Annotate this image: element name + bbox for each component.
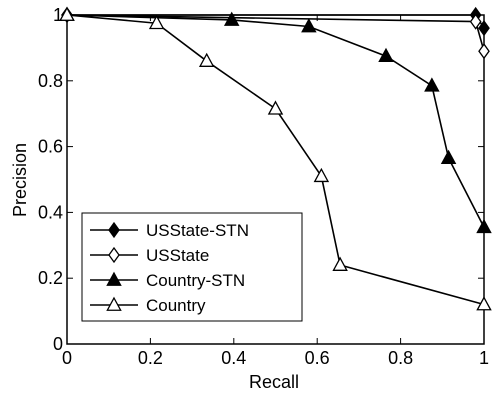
series-country: [59, 6, 492, 311]
legend-item-country: Country: [90, 296, 206, 315]
x-axis-label: Recall: [249, 372, 299, 392]
series-line-country-stn: [66, 14, 485, 228]
x-tick-label: 0: [62, 348, 72, 368]
data-point-country-stn: [424, 77, 440, 92]
data-point-country-stn: [440, 149, 457, 165]
legend-item-country-stn: Country-STN: [90, 271, 245, 290]
data-point-country-stn: [476, 218, 492, 234]
y-axis-label: Precision: [10, 143, 30, 217]
data-point-country: [332, 256, 348, 271]
y-tick-label: 0.4: [38, 202, 63, 222]
y-tick-label: 0.8: [38, 71, 63, 91]
legend-label: Country-STN: [146, 271, 245, 290]
y-tick-label: 0.2: [38, 268, 63, 288]
x-tick-label: 1: [479, 348, 489, 368]
legend-label: Country: [146, 296, 206, 315]
data-point-country-stn: [223, 11, 240, 26]
series-usstate-stn: [61, 6, 490, 37]
x-tick-label: 0.6: [305, 348, 330, 368]
data-point-usstate: [478, 43, 490, 60]
data-point-country-stn: [301, 18, 317, 33]
data-point-usstate-stn: [478, 20, 490, 37]
y-tick-label: 0: [53, 334, 63, 354]
x-tick-label: 0.4: [221, 348, 246, 368]
data-point-country: [59, 6, 75, 21]
legend-marker-usstate-stn: [108, 221, 120, 239]
y-tick-label: 0.6: [38, 137, 63, 157]
axis-ticks: 0 0.2 0.4 0.6 0.8 1 0 0.2 0.4 0.6 0.8 1: [38, 5, 489, 368]
x-tick-label: 0.2: [138, 348, 163, 368]
x-tick-label: 0.8: [388, 348, 413, 368]
data-point-country: [148, 14, 165, 30]
y-tick-label: 1: [53, 5, 63, 25]
data-point-country: [313, 167, 330, 183]
data-point-country: [198, 52, 215, 67]
series-layer: [59, 6, 492, 311]
legend-marker-country-stn: [106, 271, 122, 286]
legend-item-usstate: USState: [90, 246, 209, 265]
legend-item-usstate-stn: USState-STN: [90, 221, 249, 240]
legend-label: USState-STN: [146, 221, 249, 240]
data-point-country: [267, 100, 284, 115]
series-country-stn: [59, 6, 492, 234]
data-point-usstate: [469, 13, 482, 30]
data-point-country-stn: [378, 47, 394, 63]
data-point-country: [476, 296, 492, 311]
legend-marker-usstate: [108, 246, 120, 264]
legend: USState-STN USState Country-STN Country: [81, 212, 303, 322]
legend-marker-country: [106, 296, 122, 311]
legend-label: USState: [146, 246, 209, 265]
